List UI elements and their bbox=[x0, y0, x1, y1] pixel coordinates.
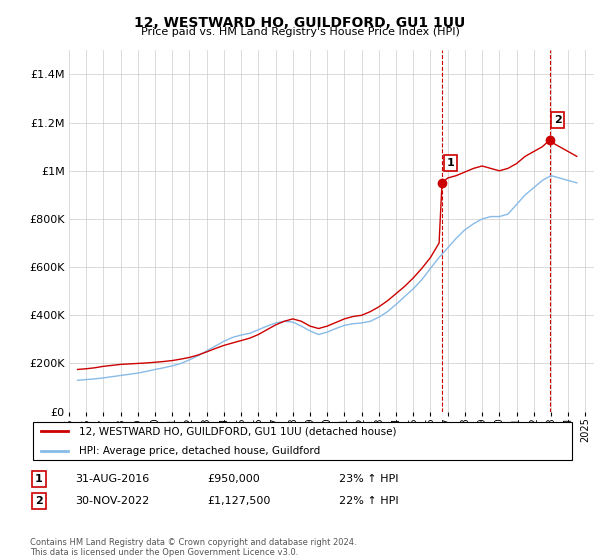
Text: 30-NOV-2022: 30-NOV-2022 bbox=[75, 496, 149, 506]
Text: £1,127,500: £1,127,500 bbox=[207, 496, 271, 506]
Text: 1: 1 bbox=[446, 158, 454, 168]
Text: 12, WESTWARD HO, GUILDFORD, GU1 1UU: 12, WESTWARD HO, GUILDFORD, GU1 1UU bbox=[134, 16, 466, 30]
Text: 2: 2 bbox=[35, 496, 43, 506]
Text: 31-AUG-2016: 31-AUG-2016 bbox=[75, 474, 149, 484]
Text: 1: 1 bbox=[35, 474, 43, 484]
Text: Contains HM Land Registry data © Crown copyright and database right 2024.
This d: Contains HM Land Registry data © Crown c… bbox=[30, 538, 356, 557]
Text: Price paid vs. HM Land Registry's House Price Index (HPI): Price paid vs. HM Land Registry's House … bbox=[140, 27, 460, 37]
Text: 2: 2 bbox=[554, 115, 562, 125]
Text: £950,000: £950,000 bbox=[207, 474, 260, 484]
Text: 22% ↑ HPI: 22% ↑ HPI bbox=[339, 496, 398, 506]
FancyBboxPatch shape bbox=[33, 422, 572, 460]
Text: HPI: Average price, detached house, Guildford: HPI: Average price, detached house, Guil… bbox=[79, 446, 320, 456]
Text: 12, WESTWARD HO, GUILDFORD, GU1 1UU (detached house): 12, WESTWARD HO, GUILDFORD, GU1 1UU (det… bbox=[79, 426, 397, 436]
Text: 23% ↑ HPI: 23% ↑ HPI bbox=[339, 474, 398, 484]
